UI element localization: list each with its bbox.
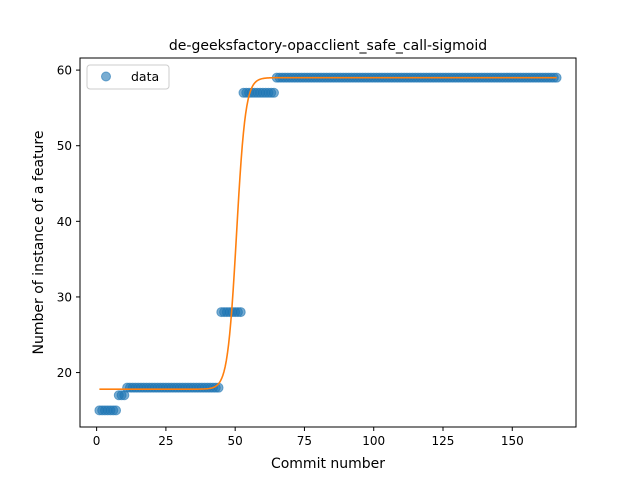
plot-area: [94, 72, 562, 416]
x-tick-label: 0: [93, 434, 101, 448]
x-tick-label: 25: [158, 434, 173, 448]
y-axis-label: Number of instance of a feature: [31, 131, 47, 355]
x-axis-label: Commit number: [271, 456, 385, 472]
x-tick-label: 150: [501, 434, 524, 448]
data-point: [235, 307, 246, 318]
data-point: [268, 87, 279, 98]
sigmoid-fit-line: [99, 76, 557, 390]
chart-title: de-geeksfactory-opacclient_safe_call-sig…: [169, 38, 487, 54]
y-axis: 20 30 40 50 60: [57, 64, 80, 380]
legend-box: [86, 64, 170, 90]
y-tick-label: 60: [57, 64, 72, 78]
x-tick-label: 125: [432, 434, 455, 448]
y-tick-label: 30: [57, 290, 72, 304]
legend-marker-data: [101, 71, 111, 82]
legend-label-data: data: [131, 69, 159, 84]
x-tick-label: 75: [297, 434, 312, 448]
axes-frame: [79, 57, 577, 428]
y-tick-label: 20: [57, 366, 72, 380]
y-tick-label: 50: [57, 139, 72, 153]
x-tick-label: 100: [362, 434, 385, 448]
x-tick-label: 50: [228, 434, 243, 448]
legend: data: [86, 64, 170, 90]
y-tick-label: 40: [57, 215, 72, 229]
x-axis: 0 25 50 75 100 125 150: [93, 427, 524, 448]
data-point: [111, 405, 122, 416]
